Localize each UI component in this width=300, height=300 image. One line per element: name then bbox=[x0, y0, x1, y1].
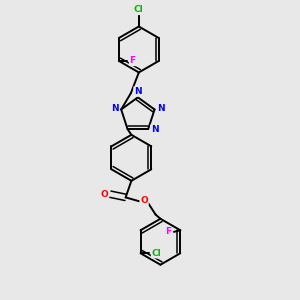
Text: F: F bbox=[130, 56, 136, 65]
Text: Cl: Cl bbox=[134, 5, 144, 14]
Text: Cl: Cl bbox=[152, 249, 161, 258]
Text: N: N bbox=[151, 125, 158, 134]
Text: O: O bbox=[140, 196, 148, 205]
Text: O: O bbox=[101, 190, 109, 199]
Text: N: N bbox=[111, 104, 118, 113]
Text: F: F bbox=[165, 227, 171, 236]
Text: N: N bbox=[134, 87, 142, 96]
Text: N: N bbox=[157, 104, 165, 113]
